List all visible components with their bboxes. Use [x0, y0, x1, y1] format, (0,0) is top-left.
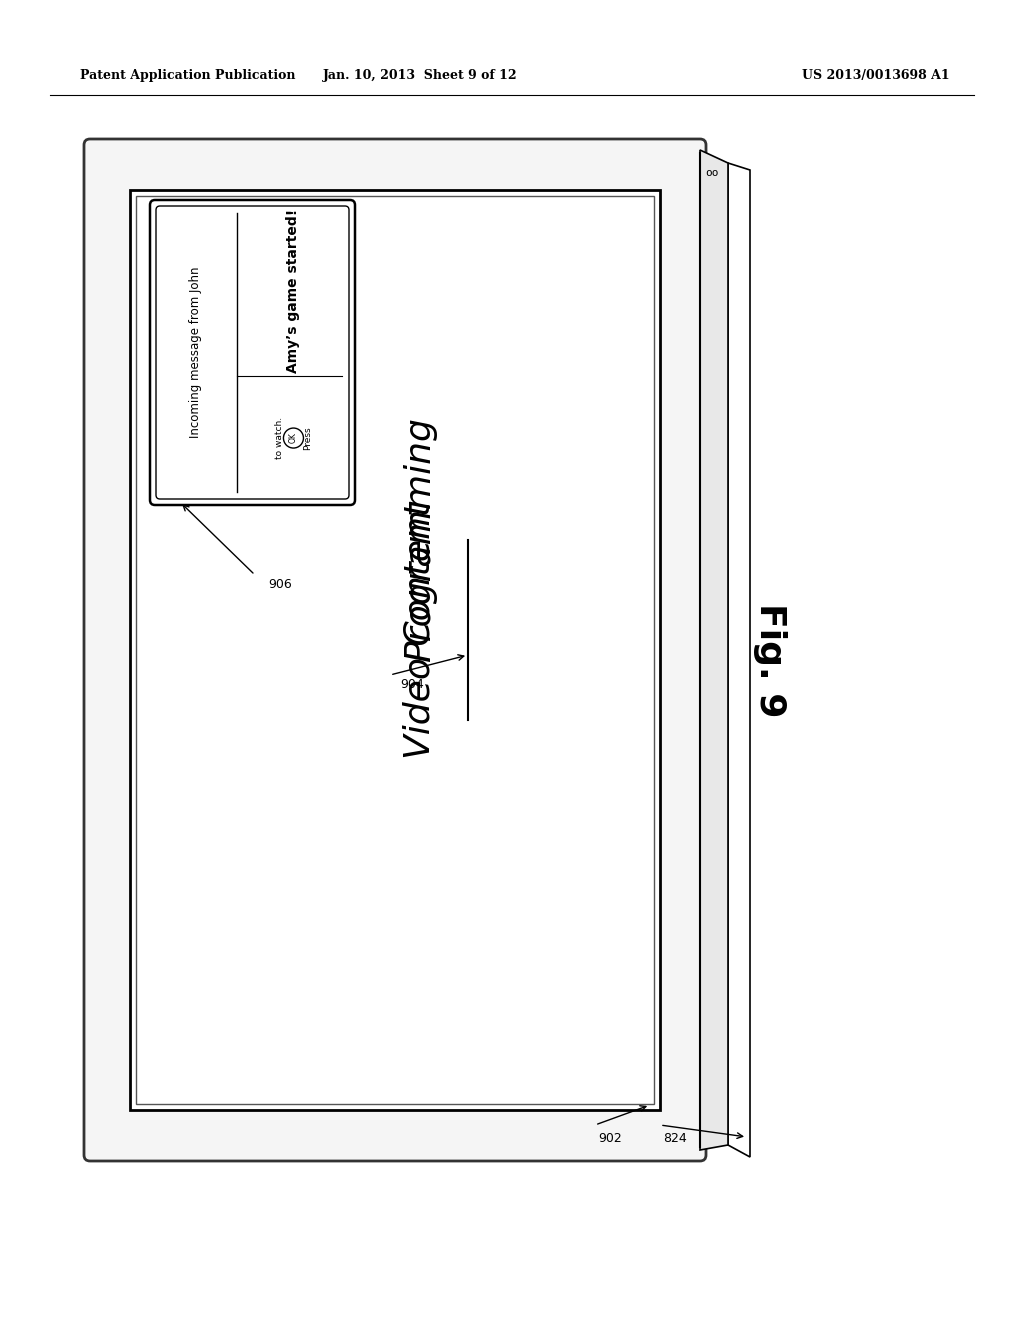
Text: Incoming message from John: Incoming message from John: [189, 267, 203, 438]
Polygon shape: [700, 150, 728, 1150]
Text: 906: 906: [268, 578, 292, 591]
Text: Press: Press: [303, 426, 312, 450]
Text: Video Content: Video Content: [403, 502, 437, 759]
Text: 902: 902: [598, 1131, 622, 1144]
Text: Amy’s game started!: Amy’s game started!: [287, 209, 300, 372]
Text: 904: 904: [400, 678, 424, 692]
Bar: [136, 195, 654, 1104]
FancyBboxPatch shape: [150, 201, 355, 506]
Text: Patent Application Publication: Patent Application Publication: [80, 69, 296, 82]
Bar: [130, 190, 660, 1110]
FancyBboxPatch shape: [84, 139, 706, 1162]
Text: to watch.: to watch.: [275, 417, 284, 459]
Text: OK: OK: [289, 433, 298, 444]
FancyBboxPatch shape: [156, 206, 349, 499]
Text: 824: 824: [663, 1131, 687, 1144]
Text: Fig. 9: Fig. 9: [753, 603, 787, 717]
Text: Programming: Programming: [403, 417, 437, 663]
Polygon shape: [728, 162, 750, 1158]
Text: oo: oo: [705, 168, 719, 178]
Text: US 2013/0013698 A1: US 2013/0013698 A1: [803, 69, 950, 82]
Text: Jan. 10, 2013  Sheet 9 of 12: Jan. 10, 2013 Sheet 9 of 12: [323, 69, 517, 82]
